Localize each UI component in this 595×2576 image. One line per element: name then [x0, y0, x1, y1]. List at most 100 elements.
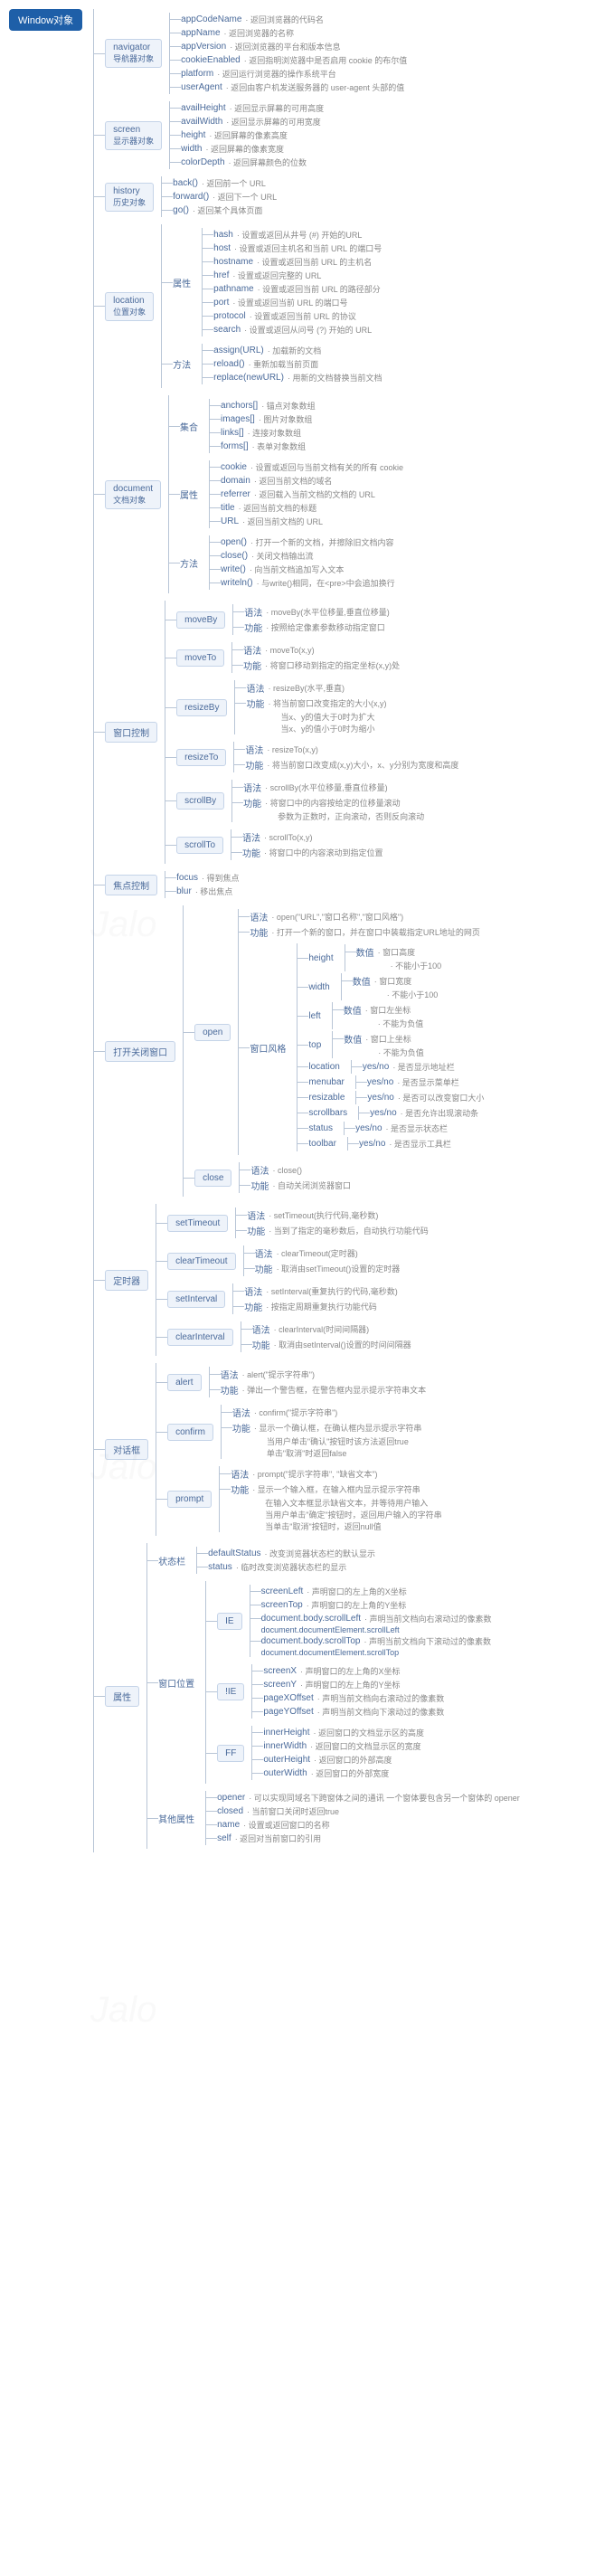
leaf-desc: · 设置或返回当前 URL 的路径部分 [258, 283, 381, 295]
leaf-desc: · 打开一个新的文档，并擦除旧文档内容 [250, 536, 394, 548]
leaf-key: href [213, 270, 229, 280]
leaf-item: height· 返回屏幕的像素高度 [170, 129, 324, 141]
leaf-desc: · 声明窗口的左上角的X坐标 [300, 1665, 401, 1677]
leaf-item: availWidth · 返回显示屏幕的可用宽度 [170, 116, 324, 128]
leaf-key: anchors[] [221, 401, 258, 411]
leaf-key: defaultStatus [208, 1548, 260, 1558]
leaf-desc: · 返回对当前窗口的引用 [235, 1833, 322, 1844]
leaf-desc: · 返回下一个 URL [212, 191, 277, 203]
leaf-key: close() [221, 551, 248, 561]
leaf-desc: · 重新加载当前页面 [249, 358, 319, 370]
leaf-item: protocol· 设置或返回当前 URL 的协议 [203, 310, 382, 322]
leaf-item: screenX· 声明窗口的左上角的X坐标 [252, 1665, 444, 1677]
leaf-item: innerHeight · 返回窗口的文档显示区的高度 [252, 1727, 424, 1738]
leaf-key: forward() [173, 192, 209, 202]
group-label: 集合 [180, 420, 198, 433]
leaf-key: colorDepth [181, 157, 224, 167]
leaf-desc: · 窗口宽度 [374, 975, 412, 987]
node-box: moveBy [176, 611, 225, 629]
leaf-desc: · 设置或返回当前 URL 的主机名 [257, 256, 372, 268]
leaf-item: 数值· 窗口高度 [345, 945, 442, 959]
leaf-desc: · 窗口左坐标 [365, 1004, 411, 1016]
leaf-desc: · 返回屏幕颜色的位数 [229, 156, 307, 168]
leaf-desc: · 改变浏览器状态栏的默认显示 [265, 1548, 376, 1559]
leaf-desc: · 返回窗口的外部高度 [314, 1754, 392, 1766]
node-box: IE [217, 1613, 241, 1630]
leaf-desc: · 是否显示地址栏 [392, 1061, 455, 1073]
node-box: !IE [217, 1683, 244, 1700]
leaf-item: colorDepth · 返回屏幕颜色的位数 [170, 156, 324, 168]
leaf-key: 数值 [353, 974, 371, 988]
node-box: close [194, 1170, 231, 1187]
leaf-desc: · 窗口高度 [378, 946, 416, 958]
leaf-key: document.body.scrollLeft [261, 1614, 361, 1624]
leaf-desc: · 返回屏幕的像素宽度 [206, 143, 285, 155]
leaf-key: blur [176, 886, 192, 896]
leaf-key: domain [221, 476, 250, 486]
leaf-key: closed [217, 1806, 243, 1816]
leaf-item: 数值· 窗口上坐标 [333, 1032, 424, 1046]
leaf-desc: · 返回窗口的外部宽度 [311, 1767, 390, 1779]
group-label: 状态栏 [158, 1554, 185, 1567]
leaf-item: userAgent· 返回由客户机发送服务器的 user-agent 头部的值 [170, 81, 407, 93]
node-box: scrollBy [176, 792, 224, 810]
leaf-key: availWidth [181, 117, 222, 127]
root: Window对象navigator导航器对象appCodeName· 返回浏览器… [9, 9, 586, 1852]
leaf-item: outerWidth· 返回窗口的外部宽度 [252, 1767, 424, 1779]
leaf-desc: · 返回显示屏幕的可用高度 [230, 102, 325, 114]
node-box: open [194, 1024, 231, 1041]
leaf-item: port· 设置或返回当前 URL 的端口号 [203, 297, 382, 308]
leaf-desc: · 临时改变浏览器状态栏的显示 [236, 1561, 347, 1573]
leaf-item: pageXOffset· 声明当前文档向右滚动过的像素数 [252, 1692, 444, 1704]
leaf-item: screenY· 声明窗口的左上角的Y坐标 [252, 1679, 444, 1690]
leaf-item: open()· 打开一个新的文档，并擦除旧文档内容 [210, 536, 395, 548]
leaf-desc: · 得到焦点 [202, 872, 240, 884]
leaf-item: cookieEnabled· 返回指明浏览器中是否启用 cookie 的布尔值 [170, 54, 407, 66]
leaf-desc: · 是否显示状态栏 [386, 1122, 449, 1134]
leaf-key: hash [213, 230, 233, 240]
node-box: confirm [167, 1424, 213, 1441]
node-box: 焦点控制 [105, 875, 157, 895]
group-label: 属性 [180, 488, 198, 501]
leaf-item: URL· 返回当前文档的 URL [210, 516, 403, 527]
group-label: 方法 [173, 357, 191, 371]
leaf-key: 数值 [344, 1003, 362, 1017]
leaf-item: name· 设置或返回窗口的名称 [206, 1819, 520, 1831]
node-box: 窗口控制 [105, 722, 157, 743]
leaf-item: width · 返回屏幕的像素宽度 [170, 143, 324, 155]
leaf-key: yes/no [370, 1108, 396, 1118]
leaf-desc: · 返回由客户机发送服务器的 user-agent 头部的值 [226, 81, 405, 93]
leaf-item: anchors[]· 锚点对象数组 [210, 400, 316, 412]
leaf-desc: · 声明当前文档向右滚动过的像素数 [364, 1613, 492, 1624]
leaf-item: cookie· 设置或返回与当前文档有关的所有 cookie [210, 461, 403, 473]
leaf-desc: · 返回浏览器的名称 [224, 27, 295, 39]
leaf-item: close()· 关闭文档输出流 [210, 550, 395, 562]
leaf-item: hash· 设置或返回从井号 (#) 开始的URL [203, 229, 382, 241]
leaf-key: appVersion [181, 42, 226, 52]
leaf-key: width [181, 144, 202, 154]
leaf-key: cookieEnabled [181, 55, 241, 65]
leaf-item: 数值· 窗口宽度 [342, 974, 439, 988]
leaf-desc: · 与write()相同，在<pre>中会追加换行 [257, 577, 395, 589]
leaf-key: document.body.scrollTop [261, 1636, 361, 1646]
node-box: resizeBy [176, 699, 227, 716]
leaf-desc: · 返回显示屏幕的可用宽度 [226, 116, 321, 128]
leaf-key: assign(URL) [213, 346, 264, 355]
leaf-item: images[]· 图片对象数组 [210, 413, 316, 425]
leaf-item: pageYOffset· 声明当前文档向下滚动过的像素数 [252, 1706, 444, 1718]
leaf-key: innerHeight [263, 1728, 309, 1738]
leaf-key: yes/no [363, 1062, 389, 1072]
leaf-desc: · 返回屏幕的像素高度 [209, 129, 288, 141]
leaf-desc: · 返回窗口的文档显示区的高度 [314, 1727, 425, 1738]
leaf-item: 数值· 窗口左坐标 [333, 1003, 424, 1017]
leaf-desc: · 设置或返回主机名和当前 URL 的端口号 [234, 242, 382, 254]
leaf-key: pageXOffset [263, 1693, 313, 1703]
leaf-item: status· 临时改变浏览器状态栏的显示 [197, 1561, 375, 1573]
node-box: moveTo [176, 649, 224, 667]
leaf-item: blur· 移出焦点 [165, 886, 239, 897]
leaf-item: yes/no· 是否显示工具栏 [348, 1138, 451, 1150]
leaf-key: protocol [213, 311, 246, 321]
leaf-key: writeln() [221, 578, 253, 588]
leaf-item: document.body.scrollTop· 声明当前文档向下滚动过的像素数 [250, 1635, 492, 1647]
leaf-key: innerWidth [263, 1741, 307, 1751]
